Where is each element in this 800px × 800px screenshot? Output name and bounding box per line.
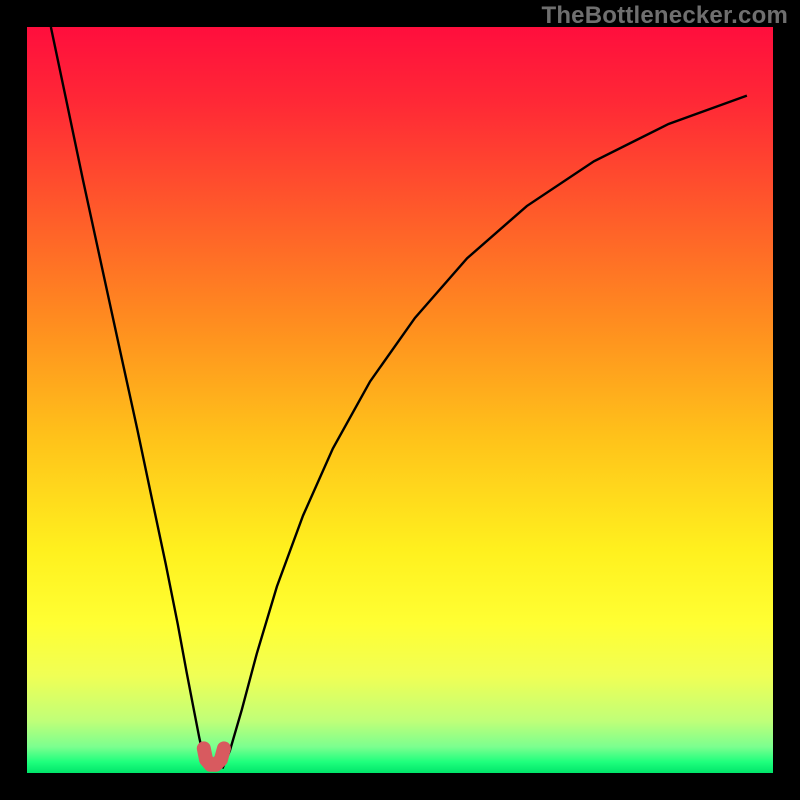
chart-stage: TheBottlenecker.com bbox=[0, 0, 800, 800]
left-curve bbox=[51, 27, 208, 769]
bottleneck-curve-layer bbox=[27, 27, 773, 773]
optimum-marker bbox=[204, 748, 224, 764]
right-curve bbox=[222, 96, 746, 769]
watermark-text: TheBottlenecker.com bbox=[541, 2, 788, 30]
